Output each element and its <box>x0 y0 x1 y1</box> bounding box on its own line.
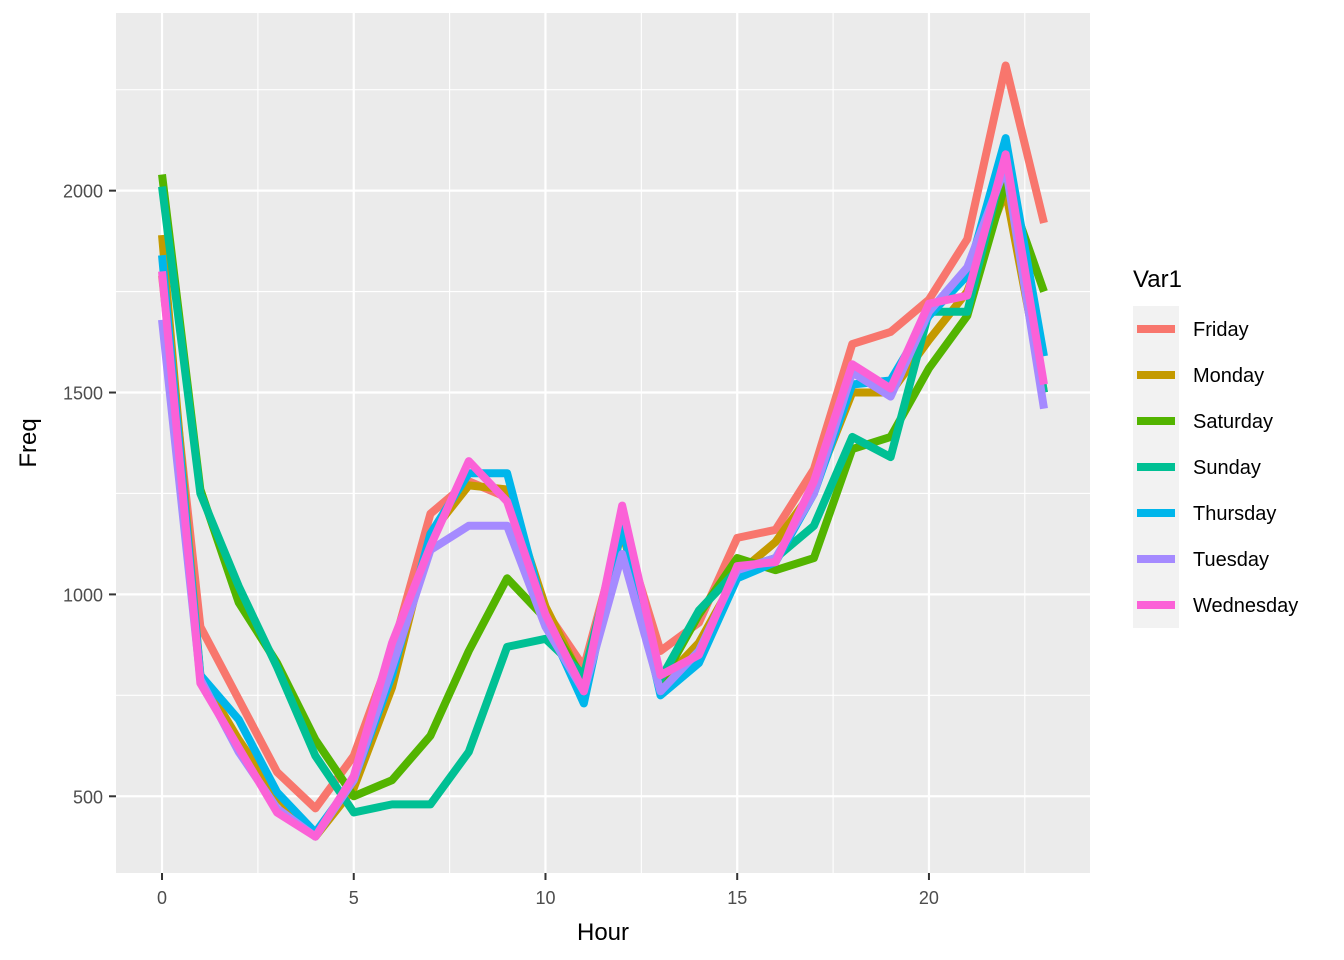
y-tick-label: 1500 <box>63 384 103 404</box>
y-tick-label: 1000 <box>63 585 103 605</box>
legend: Var1 Friday Monday Saturday Sunday Thursday T… <box>1133 266 1298 628</box>
minor-gridlines <box>116 13 1090 873</box>
x-tick-label: 20 <box>919 888 939 908</box>
x-axis-ticks: 0 5 10 15 20 <box>157 873 939 908</box>
major-gridlines <box>116 13 1090 873</box>
legend-label-wednesday: Wednesday <box>1193 595 1298 617</box>
plot-panel <box>116 13 1090 873</box>
legend-label-thursday: Thursday <box>1193 503 1276 525</box>
x-tick-label: 0 <box>157 888 167 908</box>
x-tick-label: 5 <box>349 888 359 908</box>
y-axis-ticks: 500 1000 1500 2000 <box>63 182 116 807</box>
legend-label-tuesday: Tuesday <box>1193 549 1269 571</box>
legend-title: Var1 <box>1133 266 1182 293</box>
x-tick-label: 10 <box>535 888 555 908</box>
series-lines <box>158 61 1048 841</box>
x-axis-title: Hour <box>577 919 629 946</box>
legend-label-friday: Friday <box>1193 319 1249 341</box>
legend-label-saturday: Saturday <box>1193 411 1273 433</box>
legend-label-sunday: Sunday <box>1193 457 1261 479</box>
x-tick-label: 15 <box>727 888 747 908</box>
legend-items: Friday Monday Saturday Sunday Thursday Tuesda… <box>1133 306 1298 628</box>
y-tick-label: 500 <box>73 787 103 807</box>
legend-label-monday: Monday <box>1193 365 1264 387</box>
y-tick-label: 2000 <box>63 182 103 202</box>
series-line-wednesday <box>158 150 1048 841</box>
y-axis-title: Freq <box>15 418 42 467</box>
